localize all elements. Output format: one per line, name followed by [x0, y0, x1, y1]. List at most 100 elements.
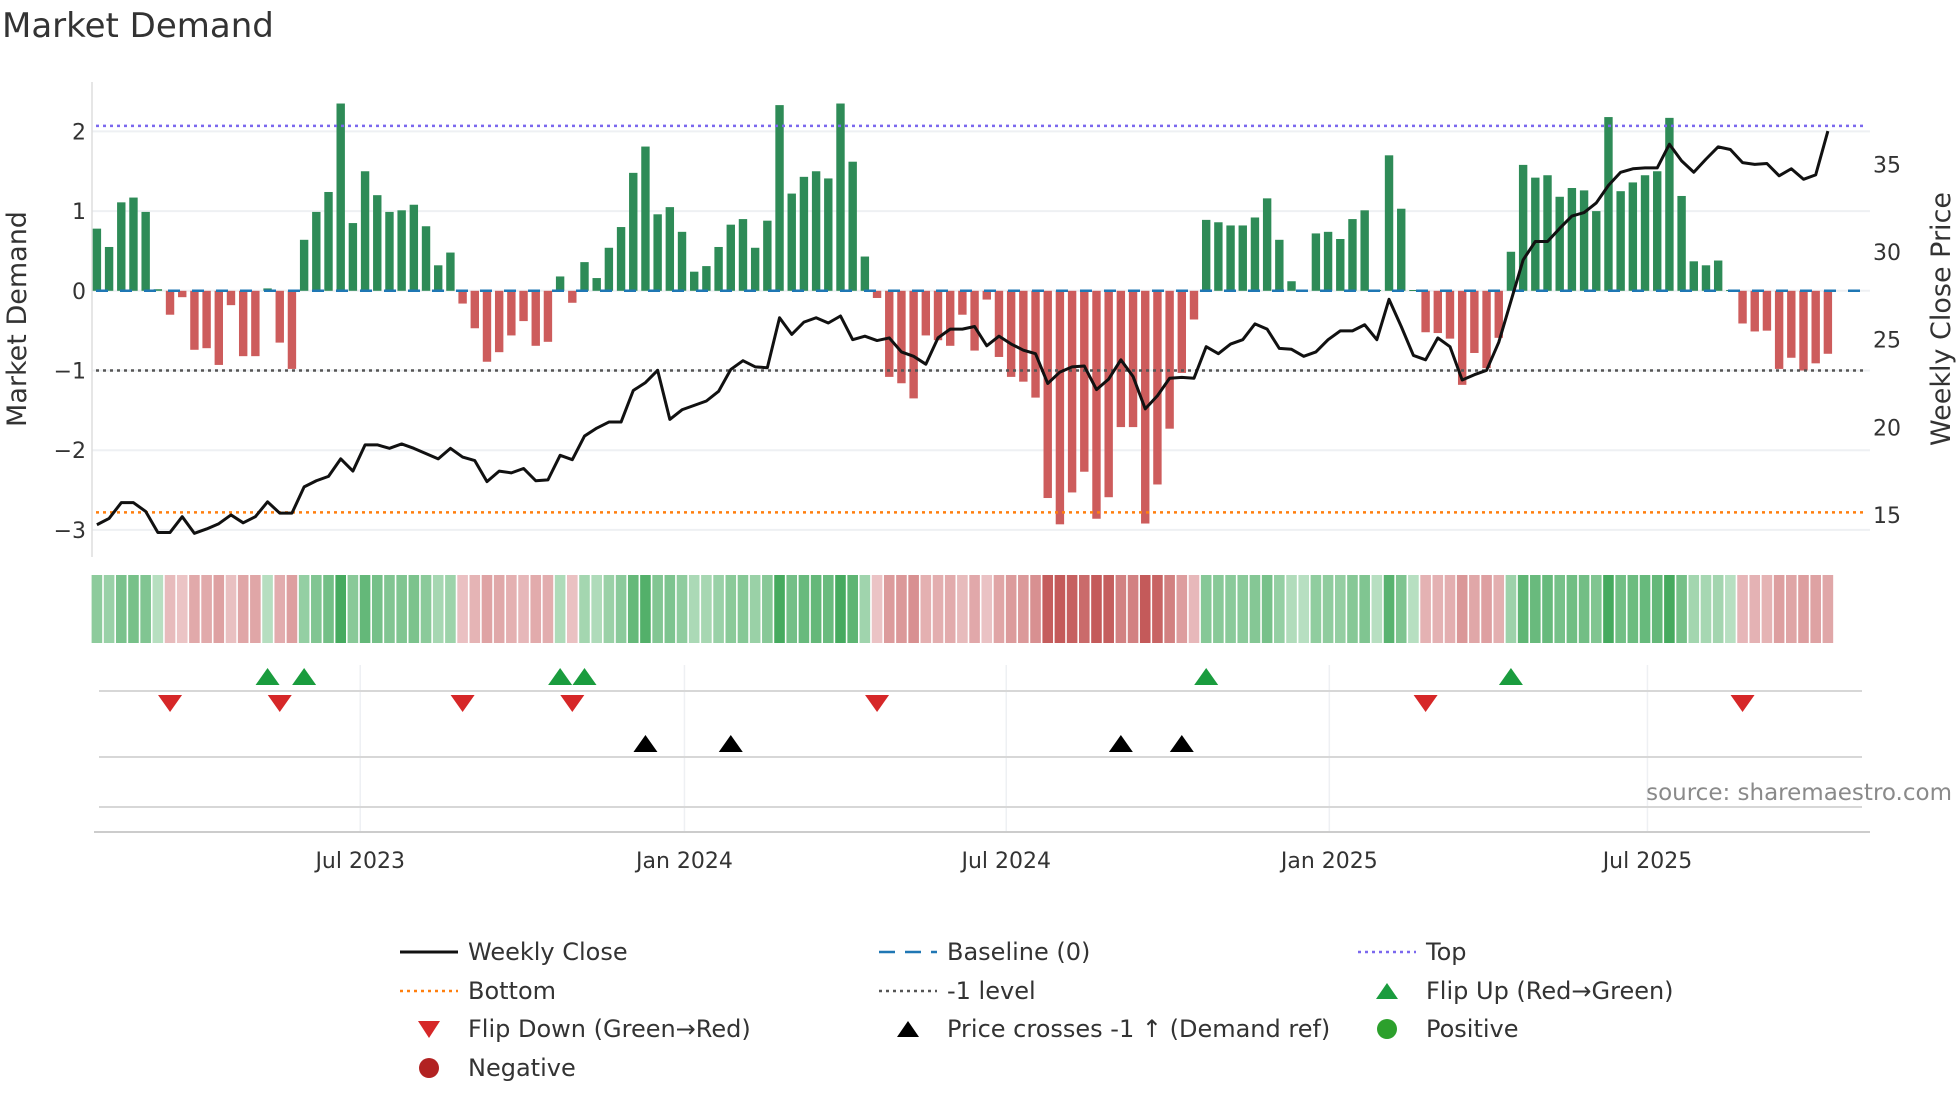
demand-strip-cell — [1530, 575, 1541, 643]
demand-bar — [1104, 290, 1113, 498]
demand-bar — [1592, 211, 1601, 291]
demand-strip-cell — [774, 575, 785, 643]
demand-strip-cell — [1420, 575, 1431, 643]
demand-strip-cell — [615, 575, 627, 643]
demand-bar — [872, 290, 882, 298]
demand-bar — [470, 290, 479, 329]
flip-down-marker — [1730, 695, 1755, 712]
x-tick-label: Jul 2023 — [313, 849, 405, 874]
demand-strip-cell — [1517, 575, 1529, 643]
demand-strip-cell — [1786, 575, 1797, 643]
demand-bar — [1616, 191, 1625, 291]
y-tick-label: −2 — [54, 439, 86, 464]
legend-label: Flip Down (Green→Red) — [468, 1015, 751, 1043]
demand-strip-cell — [1639, 575, 1651, 643]
demand-strip-cell — [1456, 575, 1468, 643]
demand-bar — [1506, 251, 1516, 291]
demand-strip-cell — [1091, 575, 1102, 643]
legend-item-top: Top — [1356, 936, 1467, 968]
y2-tick-label: 35 — [1873, 153, 1901, 178]
demand-strip-cell — [1664, 575, 1675, 643]
demand-bar — [409, 204, 419, 291]
demand-strip-cell — [1200, 575, 1212, 643]
x-tick-label: Jan 2024 — [634, 849, 733, 874]
demand-strip-cell — [1737, 575, 1748, 643]
demand-bar — [360, 171, 370, 291]
demand-strip-cell — [1005, 575, 1017, 643]
demand-bar — [1567, 187, 1577, 291]
demand-strip-cell — [1237, 575, 1249, 643]
y2-tick-label: 30 — [1873, 241, 1901, 266]
demand-strip-cell — [554, 575, 566, 643]
demand-strip-cell — [1554, 575, 1565, 643]
demand-bar — [616, 227, 626, 291]
demand-bar — [1031, 290, 1040, 398]
demand-bar — [1043, 290, 1052, 499]
demand-strip-cell — [567, 575, 578, 643]
weekly-close-legend-icon — [400, 950, 458, 954]
demand-strip-cell — [1749, 575, 1761, 643]
demand-strip-cell — [445, 575, 456, 643]
demand-strip-cell — [1078, 575, 1090, 643]
demand-strip-cell — [1469, 575, 1480, 643]
flip-down-marker — [267, 695, 292, 712]
demand-bar — [299, 239, 309, 291]
demand-strip-cell — [481, 575, 493, 643]
legend-item-minus-one: -1 level — [877, 975, 1036, 1007]
demand-strip-cell — [1615, 575, 1626, 643]
demand-strip-cell — [384, 575, 395, 643]
demand-strip-cell — [1822, 575, 1834, 643]
demand-strip-cell — [91, 575, 103, 643]
demand-bar — [1006, 290, 1016, 377]
demand-strip-cell — [981, 575, 993, 643]
demand-strip-cell — [1798, 575, 1809, 643]
demand-strip-cell — [786, 575, 798, 643]
demand-strip-cell — [335, 575, 346, 643]
legend-label: Top — [1426, 938, 1467, 966]
demand-bar — [494, 290, 504, 353]
demand-bar — [238, 290, 248, 357]
demand-bar — [104, 246, 114, 291]
demand-bar — [909, 290, 918, 399]
demand-bar — [141, 211, 150, 291]
demand-strip-cell — [591, 575, 602, 643]
demand-strip-cell — [1176, 575, 1188, 643]
demand-bar — [251, 290, 260, 357]
weekly-close-line — [96, 130, 1830, 535]
demand-strip-cell — [420, 575, 432, 643]
demand-bar — [1665, 117, 1674, 291]
legend-label: Flip Up (Red→Green) — [1426, 977, 1674, 1005]
demand-strip-cell — [798, 575, 810, 643]
demand-strip-cell — [1395, 575, 1407, 643]
demand-strip-cell — [1725, 575, 1736, 643]
price-cross-legend-icon — [897, 1021, 919, 1037]
demand-strip-cell — [627, 575, 639, 643]
demand-strip-cell — [1676, 575, 1687, 643]
y2-tick-label: 20 — [1873, 416, 1901, 441]
demand-strip-cell — [1030, 575, 1041, 643]
demand-bar — [1799, 290, 1808, 371]
demand-strip-cell — [1261, 575, 1273, 643]
demand-strip-cell — [1542, 575, 1553, 643]
demand-strip-cell — [579, 575, 590, 643]
demand-bar — [129, 197, 138, 291]
demand-strip-cell — [859, 575, 871, 643]
demand-strip-cell — [359, 575, 371, 643]
demand-strip-cell — [128, 575, 139, 643]
demand-bar — [1823, 290, 1833, 354]
y-tick-label: −1 — [54, 360, 86, 385]
demand-strip-cell — [225, 575, 237, 643]
demand-bar — [1774, 290, 1784, 369]
demand-strip-cell — [1700, 575, 1712, 643]
demand-bar — [421, 226, 431, 291]
demand-strip-cell — [469, 575, 481, 643]
demand-strip-cell — [920, 575, 932, 643]
demand-strip-cell — [493, 575, 505, 643]
demand-bar — [1397, 208, 1406, 291]
demand-bar — [324, 191, 333, 291]
demand-bar — [373, 195, 382, 291]
demand-strip-cell — [1712, 575, 1724, 643]
demand-bar — [117, 202, 126, 291]
demand-bar — [1555, 196, 1564, 291]
demand-bar — [1275, 239, 1284, 291]
